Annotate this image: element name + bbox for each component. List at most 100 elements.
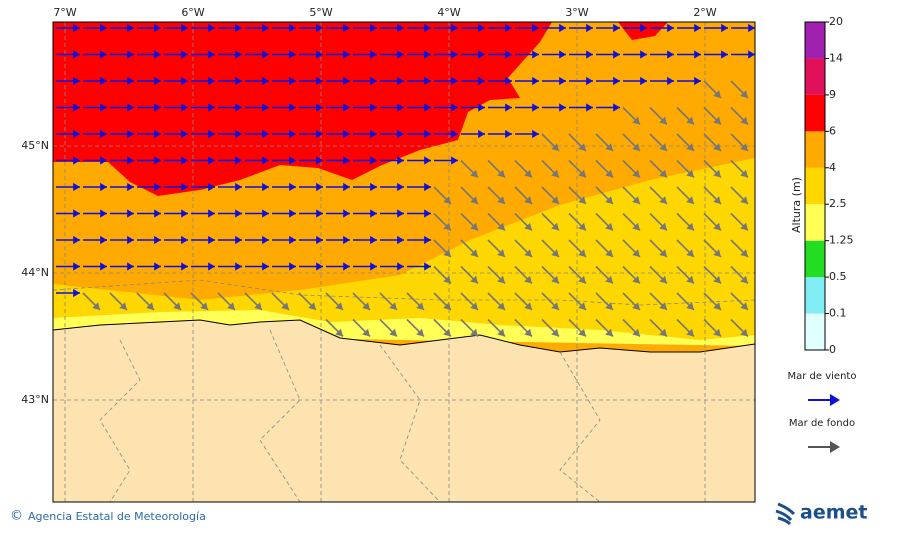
arrow-head	[740, 302, 748, 310]
copyright: ©	[10, 509, 23, 524]
arrow-head	[389, 302, 397, 310]
arrow-head	[713, 275, 721, 284]
arrow-head	[632, 116, 640, 125]
arrow-head	[154, 103, 161, 112]
arrow-head	[551, 249, 559, 257]
arrow-head	[551, 196, 559, 204]
arrow-head	[181, 129, 188, 139]
colorbar-segment	[805, 94, 825, 132]
arrow-head	[478, 103, 485, 112]
arrow-head	[686, 328, 694, 337]
arrow-head	[208, 50, 215, 59]
arrow-head	[478, 129, 485, 139]
arrow-head	[551, 328, 559, 337]
arrow-head	[397, 103, 404, 112]
arrow-head	[578, 328, 586, 337]
arrow-head	[208, 235, 215, 245]
arrow-head	[73, 103, 80, 112]
arrow-head	[524, 222, 532, 231]
legend-arrowhead	[830, 441, 840, 453]
arrow-head	[262, 129, 269, 139]
arrow-head	[416, 328, 424, 337]
arrow-head	[713, 169, 721, 178]
arrow-head	[316, 23, 323, 33]
arrow-head	[605, 302, 613, 310]
arrow-head	[397, 182, 404, 192]
arrow-head	[316, 182, 323, 192]
arrow-head	[470, 275, 478, 284]
arrow-head	[262, 209, 269, 218]
map-frame	[52, 21, 756, 503]
arrow-head	[235, 23, 242, 33]
arrow-head	[316, 262, 323, 271]
colorbar-level: 20	[829, 15, 843, 28]
arrow-head	[397, 76, 404, 86]
arrow-head	[370, 235, 377, 245]
arrow-head	[100, 103, 107, 112]
arrow-head	[551, 143, 559, 151]
arrow-head	[181, 156, 188, 165]
colorbar-segment	[805, 204, 825, 241]
arrow-head	[235, 50, 242, 59]
arrow-head	[424, 23, 431, 33]
arrow-head	[181, 262, 188, 271]
arrow-head	[316, 103, 323, 112]
arrow-head	[713, 116, 721, 125]
arrow-head	[667, 50, 674, 59]
arrow-head	[740, 90, 748, 98]
arrow-head	[343, 103, 350, 112]
arrow-head	[497, 222, 505, 231]
arrow-head	[559, 103, 566, 112]
arrow-head	[451, 103, 458, 112]
arrow-head	[73, 129, 80, 139]
arrow-head	[613, 23, 620, 33]
arrow-head	[208, 76, 215, 86]
arrow-head	[308, 302, 316, 310]
lon-label: 3°W	[565, 6, 588, 19]
arrow-head	[343, 50, 350, 59]
arrow-head	[73, 50, 80, 59]
arrow-head	[235, 129, 242, 139]
arrow-head	[613, 76, 620, 86]
arrow-head	[235, 262, 242, 271]
arrow-head	[586, 76, 593, 86]
colorbar-segment	[805, 58, 825, 95]
arrow-head	[443, 302, 451, 310]
arrow-head	[659, 116, 667, 125]
arrow-head	[497, 249, 505, 257]
arrow-head	[632, 249, 640, 257]
region-border	[559, 351, 601, 502]
arrow-head	[478, 76, 485, 86]
arrow-head	[127, 76, 134, 86]
arrow-head	[532, 76, 539, 86]
arrow-head	[200, 302, 208, 310]
arrow-head	[119, 302, 127, 310]
agency-name: Agencia Estatal de Meteorología	[28, 510, 206, 523]
arrow-head	[370, 76, 377, 86]
arrow-head	[686, 169, 694, 178]
arrow-head	[713, 90, 721, 98]
map	[53, 22, 755, 502]
arrow-head	[578, 275, 586, 284]
arrow-head	[73, 182, 80, 192]
arrow-head	[281, 302, 289, 310]
arrow-head	[208, 129, 215, 139]
arrow-head	[127, 23, 134, 33]
arrow-head	[532, 129, 539, 139]
arrow-head	[740, 143, 748, 151]
arrow-head	[551, 302, 559, 310]
arrow-head	[470, 169, 478, 178]
arrow-head	[73, 156, 80, 165]
arrow-head	[605, 249, 613, 257]
arrow-head	[713, 328, 721, 337]
arrow-head	[605, 143, 613, 151]
lon-label: 6°W	[181, 6, 204, 19]
arrow-head	[524, 328, 532, 337]
land	[53, 319, 755, 502]
arrow-head	[686, 222, 694, 231]
arrow-head	[524, 275, 532, 284]
arrow-head	[289, 156, 296, 165]
colorbar: 0 0.1 0.5 1.25 2.5 4 6 9 14 20	[804, 15, 854, 356]
arrow-head	[227, 302, 235, 310]
